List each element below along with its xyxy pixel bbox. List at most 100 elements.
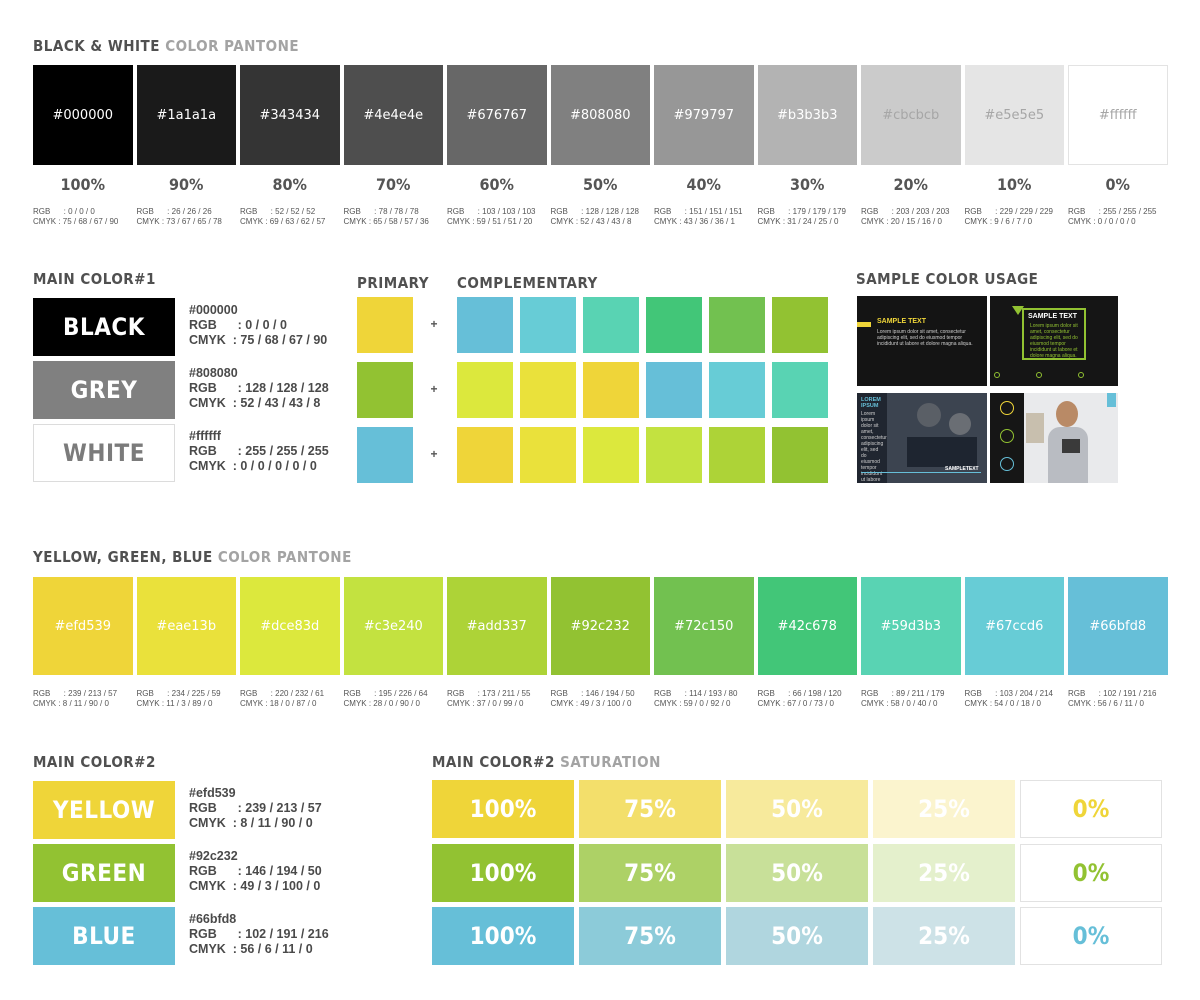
main2-cmyk: CMYK : 8 / 11 / 90 / 0 <box>189 816 313 830</box>
complementary-swatch <box>583 297 639 353</box>
main1-color-box: GREY <box>33 361 175 419</box>
main2-rgb: RGB : 239 / 213 / 57 <box>189 801 322 815</box>
ygb-values: RGB : 220 / 232 / 61 CMYK : 18 / 0 / 87 /… <box>240 689 340 709</box>
sample-slide-1: SAMPLE TEXT Lorem ipsum dolor sit amet, … <box>857 296 987 386</box>
main1-hex: #808080 <box>189 366 238 380</box>
main2-color-box: GREEN <box>33 844 175 902</box>
saturation-title-light: SATURATION <box>560 753 661 771</box>
bw-section-title: BLACK & WHITE COLOR PANTONE <box>33 37 299 55</box>
ygb-swatch: #dce83d <box>240 577 340 675</box>
sample-slide-1-heading: SAMPLE TEXT <box>877 318 927 325</box>
ygb-swatch-row: #efd539 #eae13b #dce83d #c3e240 #add337 #92c2… <box>33 577 1168 675</box>
main2-color-box: YELLOW <box>33 781 175 839</box>
bw-percent: 50% <box>583 175 618 194</box>
main2-cmyk: CMYK : 56 / 6 / 11 / 0 <box>189 942 313 956</box>
bw-swatch: #e5e5e5 <box>964 65 1064 165</box>
saturation-cell: 100% <box>432 844 574 902</box>
complementary-swatch <box>520 362 576 418</box>
complementary-label: COMPLEMENTARY <box>457 274 598 292</box>
saturation-cell: 50% <box>726 907 868 965</box>
main2-color-spec: #92c232 RGB : 146 / 194 / 50 CMYK : 49 / 3… <box>189 849 322 894</box>
rgb-value: RGB : 255 / 255 / 255 <box>1068 207 1157 216</box>
bw-swatch: #000000 <box>33 65 133 165</box>
main1-color-box: BLACK <box>33 298 175 356</box>
plus-sign: + <box>430 317 438 331</box>
rgb-value: RGB : 102 / 191 / 216 <box>1068 689 1157 698</box>
cmyk-value: CMYK : 59 / 0 / 92 / 0 <box>654 699 731 708</box>
main2-title: MAIN COLOR#2 <box>33 753 156 771</box>
cmyk-value: CMYK : 11 / 3 / 89 / 0 <box>136 699 213 708</box>
saturation-cell: 0% <box>1020 780 1162 838</box>
main1-cmyk: CMYK : 52 / 43 / 43 / 8 <box>189 396 321 410</box>
rgb-value: RGB : 195 / 226 / 64 <box>343 689 428 698</box>
ygb-title-bold: YELLOW, GREEN, BLUE <box>33 548 213 566</box>
primary-swatch <box>357 427 413 483</box>
sample-slide-1-body: Lorem ipsum dolor sit amet, consectetur … <box>877 329 973 347</box>
cmyk-value: CMYK : 20 / 15 / 16 / 0 <box>861 217 942 226</box>
cmyk-value: CMYK : 65 / 58 / 57 / 36 <box>343 217 429 226</box>
rgb-value: RGB : 103 / 103 / 103 <box>447 207 536 216</box>
bw-values: RGB : 103 / 103 / 103 CMYK : 59 / 51 / 51… <box>447 207 547 227</box>
main2-hex: #66bfd8 <box>189 912 237 926</box>
bw-percent: 40% <box>686 175 721 194</box>
bw-percent-row: 100% 90% 80% 70% 60% 50% 40% 30% 20% 10% 0% <box>33 175 1168 194</box>
main2-rgb: RGB : 146 / 194 / 50 <box>189 864 322 878</box>
ygb-swatch: #42c678 <box>757 577 857 675</box>
saturation-cell: 25% <box>873 844 1015 902</box>
rgb-value: RGB : 229 / 229 / 229 <box>964 207 1054 216</box>
cmyk-value: CMYK : 0 / 0 / 0 / 0 <box>1068 217 1136 226</box>
complementary-swatch <box>709 362 765 418</box>
bw-percent: 10% <box>997 175 1032 194</box>
plus-sign: + <box>430 447 438 461</box>
bw-values: RGB : 229 / 229 / 229 CMYK : 9 / 6 / 7 / … <box>965 207 1065 227</box>
bw-percent: 80% <box>272 175 307 194</box>
ygb-swatch: #67ccd6 <box>964 577 1064 675</box>
saturation-cell: 100% <box>432 780 574 838</box>
bw-values: RGB : 0 / 0 / 0 CMYK : 75 / 68 / 67 / 90 <box>33 207 133 227</box>
rgb-value: RGB : 89 / 211 / 179 <box>861 689 945 698</box>
cmyk-value: CMYK : 31 / 24 / 25 / 0 <box>757 217 839 226</box>
saturation-title-bold: MAIN COLOR#2 <box>432 753 555 771</box>
ygb-swatch: #c3e240 <box>343 577 443 675</box>
main2-hex: #92c232 <box>189 849 238 863</box>
ygb-swatch: #eae13b <box>136 577 236 675</box>
ygb-values: RGB : 103 / 204 / 214 CMYK : 54 / 0 / 18 … <box>965 689 1065 709</box>
bw-swatch: #343434 <box>240 65 340 165</box>
cmyk-value: CMYK : 37 / 0 / 99 / 0 <box>447 699 524 708</box>
complementary-swatch <box>772 362 828 418</box>
complementary-swatch <box>457 297 513 353</box>
bw-swatch: #cbcbcb <box>861 65 961 165</box>
bw-swatch: #676767 <box>447 65 547 165</box>
main1-color-spec: #ffffff RGB : 255 / 255 / 255 CMYK : 0 / 0… <box>189 429 329 474</box>
sample-usage-title: SAMPLE COLOR USAGE <box>856 270 1039 288</box>
cmyk-value: CMYK : 52 / 43 / 43 / 8 <box>550 217 632 226</box>
complementary-swatch <box>520 427 576 483</box>
bw-values: RGB : 151 / 151 / 151 CMYK : 43 / 36 / 36… <box>654 207 754 227</box>
rgb-value: RGB : 78 / 78 / 78 <box>343 207 419 216</box>
bw-values: RGB : 52 / 52 / 52 CMYK : 69 / 63 / 62 / … <box>240 207 340 227</box>
sample-slide-2: SAMPLE TEXT Lorem ipsum dolor sit amet, … <box>990 296 1118 386</box>
complementary-swatch <box>583 427 639 483</box>
saturation-cell: 75% <box>579 780 721 838</box>
rgb-value: RGB : 52 / 52 / 52 <box>240 207 316 216</box>
main1-cmyk: CMYK : 75 / 68 / 67 / 90 <box>189 333 328 347</box>
bw-swatch: #1a1a1a <box>136 65 236 165</box>
rgb-value: RGB : 239 / 213 / 57 <box>33 689 118 698</box>
person-body <box>1048 427 1088 483</box>
complementary-swatch <box>583 362 639 418</box>
ygb-values-row: RGB : 239 / 213 / 57 CMYK : 8 / 11 / 90 /… <box>33 689 1168 709</box>
person-head <box>1056 401 1078 427</box>
complementary-swatch <box>520 297 576 353</box>
bw-values-row: RGB : 0 / 0 / 0 CMYK : 75 / 68 / 67 / 90 R… <box>33 207 1168 227</box>
complementary-swatch <box>646 362 702 418</box>
bw-percent: 60% <box>479 175 514 194</box>
ygb-values: RGB : 173 / 211 / 55 CMYK : 37 / 0 / 99 /… <box>447 689 547 709</box>
ygb-values: RGB : 102 / 191 / 216 CMYK : 56 / 6 / 11 … <box>1068 689 1168 709</box>
bw-title-bold: BLACK & WHITE <box>33 37 160 55</box>
bw-values: RGB : 203 / 203 / 203 CMYK : 20 / 15 / 16… <box>861 207 961 227</box>
cmyk-value: CMYK : 75 / 68 / 67 / 90 <box>33 217 119 226</box>
bw-percent: 100% <box>60 175 105 194</box>
cmyk-value: CMYK : 18 / 0 / 87 / 0 <box>240 699 317 708</box>
ygb-title-light: COLOR PANTONE <box>217 548 352 566</box>
bw-swatch-row: #000000 #1a1a1a #343434 #4e4e4e #676767 #8080… <box>33 65 1168 165</box>
